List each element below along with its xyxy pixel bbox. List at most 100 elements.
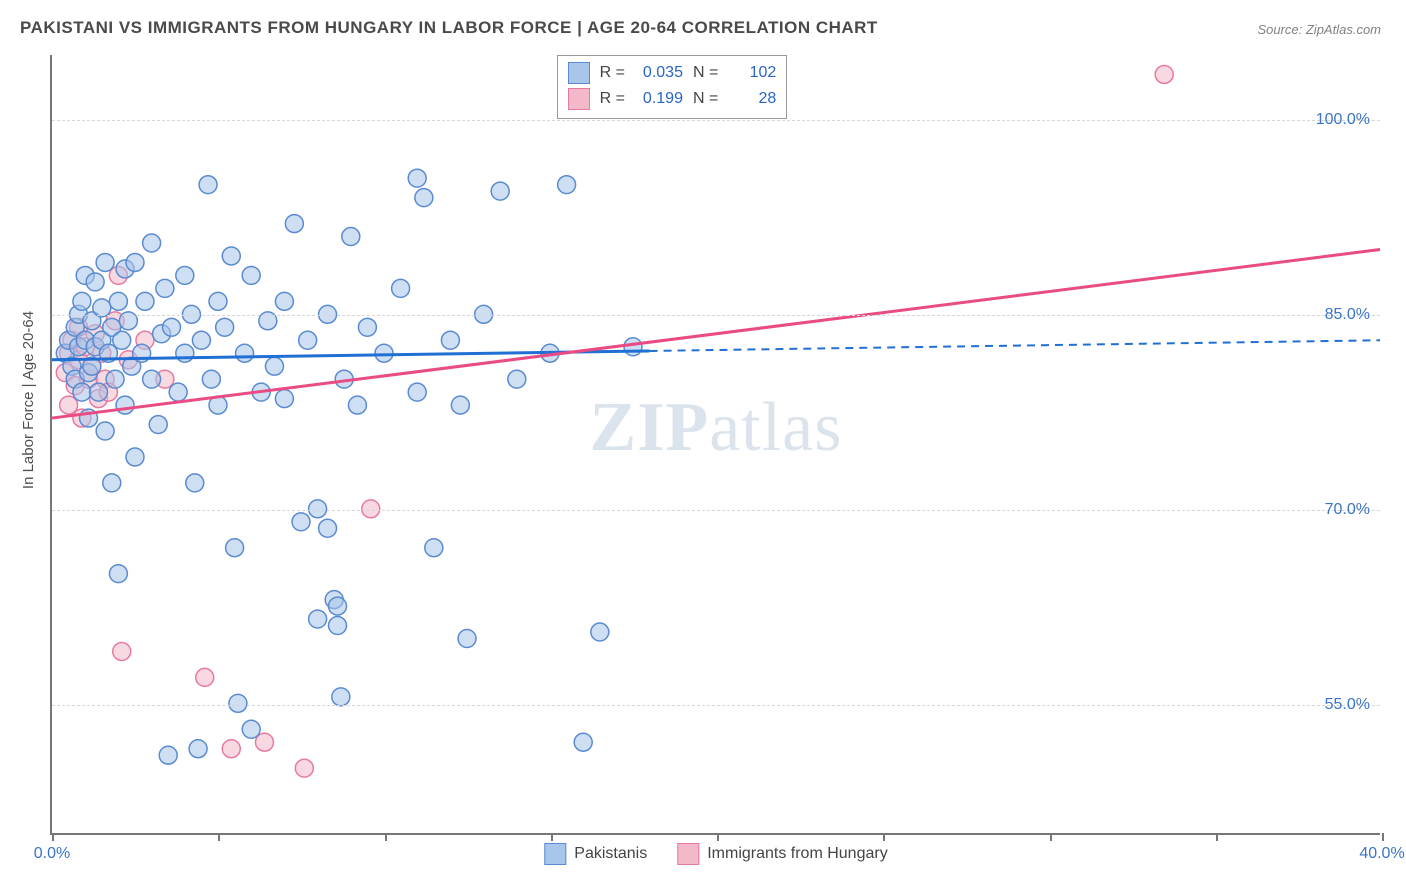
stats-row-2: R = 0.199 N = 28: [568, 86, 777, 112]
y-axis-title: In Labor Force | Age 20-64: [20, 311, 37, 489]
scatter-point: [451, 396, 469, 414]
scatter-point: [591, 623, 609, 641]
scatter-point: [441, 331, 459, 349]
x-tick: [1050, 833, 1052, 841]
scatter-point: [295, 759, 313, 777]
scatter-point: [222, 247, 240, 265]
scatter-point: [202, 370, 220, 388]
x-tick: [1382, 833, 1384, 841]
y-tick-label: 85.0%: [1325, 306, 1370, 324]
scatter-point: [329, 617, 347, 635]
scatter-point: [242, 720, 260, 738]
scatter-point: [186, 474, 204, 492]
scatter-point: [329, 597, 347, 615]
scatter-point: [342, 228, 360, 246]
gridline: [52, 120, 1380, 121]
scatter-point: [275, 292, 293, 310]
scatter-point: [375, 344, 393, 362]
scatter-point: [192, 331, 210, 349]
x-tick: [218, 833, 220, 841]
scatter-point: [103, 474, 121, 492]
scatter-point: [558, 176, 576, 194]
plot-svg: [52, 55, 1380, 833]
gridline: [52, 510, 1380, 511]
scatter-point: [236, 344, 254, 362]
stats-legend: R = 0.035 N = 102 R = 0.199 N = 28: [557, 55, 788, 119]
plot-area: ZIPatlas R = 0.035 N = 102 R = 0.199 N =…: [50, 55, 1380, 835]
scatter-point: [149, 416, 167, 434]
scatter-point: [408, 169, 426, 187]
scatter-point: [285, 215, 303, 233]
x-tick-label: 40.0%: [1359, 845, 1404, 863]
scatter-point: [574, 733, 592, 751]
scatter-point: [209, 292, 227, 310]
scatter-point: [143, 370, 161, 388]
y-tick-label: 70.0%: [1325, 501, 1370, 519]
x-tick-label: 0.0%: [34, 845, 70, 863]
scatter-point: [196, 668, 214, 686]
stats-row-1: R = 0.035 N = 102: [568, 60, 777, 86]
y-tick-label: 55.0%: [1325, 696, 1370, 714]
x-tick: [883, 833, 885, 841]
scatter-point: [292, 513, 310, 531]
scatter-point: [109, 292, 127, 310]
scatter-point: [226, 539, 244, 557]
scatter-point: [96, 253, 114, 271]
regression-line-dashed: [650, 340, 1380, 351]
scatter-point: [216, 318, 234, 336]
scatter-point: [159, 746, 177, 764]
swatch-series1: [568, 62, 590, 84]
scatter-point: [73, 383, 91, 401]
scatter-point: [425, 539, 443, 557]
source-attribution: Source: ZipAtlas.com: [1257, 22, 1381, 37]
scatter-point: [109, 565, 127, 583]
scatter-point: [508, 370, 526, 388]
scatter-point: [96, 422, 114, 440]
scatter-point: [491, 182, 509, 200]
scatter-point: [113, 642, 131, 660]
scatter-point: [299, 331, 317, 349]
scatter-point: [89, 383, 107, 401]
x-tick: [52, 833, 54, 841]
x-tick: [551, 833, 553, 841]
scatter-point: [163, 318, 181, 336]
swatch-series1-b: [544, 843, 566, 865]
scatter-point: [86, 273, 104, 291]
scatter-point: [189, 740, 207, 758]
scatter-point: [126, 448, 144, 466]
scatter-point: [136, 292, 154, 310]
scatter-point: [624, 338, 642, 356]
scatter-point: [126, 253, 144, 271]
y-tick-label: 100.0%: [1316, 111, 1370, 129]
scatter-point: [415, 189, 433, 207]
swatch-series2-b: [677, 843, 699, 865]
scatter-point: [1155, 65, 1173, 83]
bottom-legend: Pakistanis Immigrants from Hungary: [544, 843, 887, 865]
x-tick: [717, 833, 719, 841]
scatter-point: [229, 694, 247, 712]
x-tick: [1216, 833, 1218, 841]
scatter-point: [106, 370, 124, 388]
scatter-point: [358, 318, 376, 336]
scatter-point: [408, 383, 426, 401]
scatter-point: [309, 500, 327, 518]
scatter-point: [176, 266, 194, 284]
x-tick: [385, 833, 387, 841]
scatter-point: [309, 610, 327, 628]
scatter-point: [199, 176, 217, 194]
gridline: [52, 315, 1380, 316]
scatter-point: [222, 740, 240, 758]
scatter-point: [319, 519, 337, 537]
scatter-point: [458, 630, 476, 648]
scatter-point: [265, 357, 283, 375]
scatter-point: [332, 688, 350, 706]
chart-title: PAKISTANI VS IMMIGRANTS FROM HUNGARY IN …: [20, 18, 878, 38]
scatter-point: [176, 344, 194, 362]
scatter-point: [116, 396, 134, 414]
scatter-point: [169, 383, 187, 401]
swatch-series2: [568, 88, 590, 110]
scatter-point: [73, 292, 91, 310]
scatter-point: [156, 279, 174, 297]
legend-item-2: Immigrants from Hungary: [677, 843, 888, 865]
scatter-point: [275, 390, 293, 408]
